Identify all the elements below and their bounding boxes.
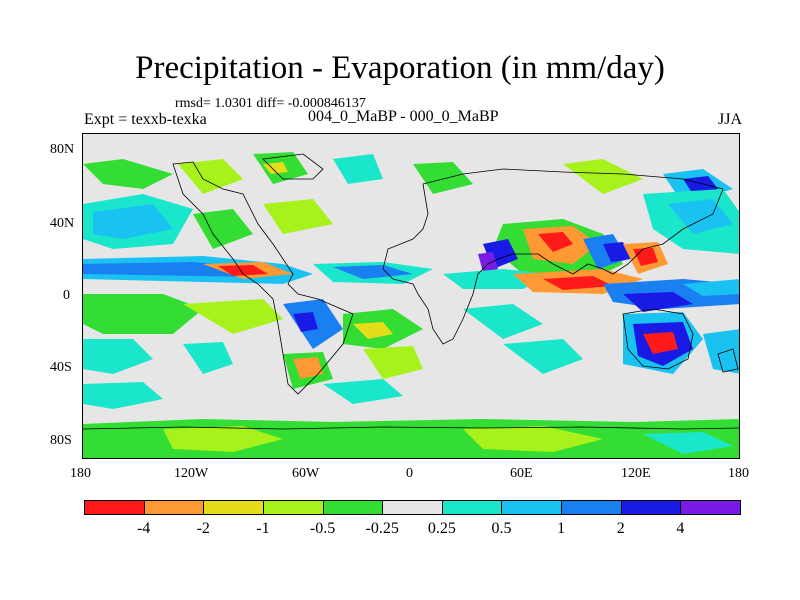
colorbar-label: 0.25 bbox=[427, 520, 456, 537]
colorbar-swatch bbox=[620, 500, 682, 515]
colorbar-swatch bbox=[680, 500, 741, 515]
colorbar-swatch bbox=[262, 500, 324, 515]
experiment-label: Expt = texxb-texka bbox=[84, 111, 207, 128]
colorbar-swatch bbox=[501, 500, 563, 515]
map-title: Precipitation - Evaporation (in mm/day) bbox=[135, 50, 665, 86]
x-label-180e: 180 bbox=[728, 466, 749, 481]
field-patches bbox=[83, 152, 739, 458]
colorbar-label: 4 bbox=[676, 520, 685, 537]
precip-evap-map bbox=[83, 134, 739, 458]
colorbar-swatch bbox=[322, 500, 384, 515]
colorbar-swatch bbox=[84, 500, 145, 515]
colorbar-label: -0.5 bbox=[309, 520, 336, 537]
colorbar bbox=[84, 500, 741, 516]
colorbar-label: 0.5 bbox=[491, 520, 512, 537]
x-label-60e: 60E bbox=[510, 466, 533, 481]
y-label-40s: 40S bbox=[50, 360, 72, 375]
colorbar-label: -0.25 bbox=[365, 520, 399, 537]
colorbar-label: -4 bbox=[136, 520, 151, 537]
colorbar-swatch bbox=[203, 500, 264, 515]
y-label-40n: 40N bbox=[50, 216, 75, 231]
coastlines bbox=[83, 153, 739, 430]
x-label-60w: 60W bbox=[292, 466, 320, 481]
colorbar-label: 2 bbox=[616, 520, 625, 537]
x-label-120w: 120W bbox=[174, 466, 209, 481]
season-label: JJA bbox=[717, 111, 742, 128]
x-label-0: 0 bbox=[406, 466, 413, 481]
comparison-label: 004_0_MaBP - 000_0_MaBP bbox=[308, 108, 499, 125]
x-label-180w: 180 bbox=[70, 466, 91, 481]
colorbar-swatch bbox=[561, 500, 622, 515]
colorbar-swatch bbox=[143, 500, 205, 515]
y-label-80s: 80S bbox=[50, 433, 72, 448]
y-label-80n: 80N bbox=[50, 142, 75, 157]
y-label-0: 0 bbox=[63, 288, 70, 303]
colorbar-label: 1 bbox=[557, 520, 566, 537]
stats-text: rmsd= 1.0301 diff= -0.000846137 bbox=[175, 96, 366, 111]
colorbar-swatch bbox=[382, 500, 443, 515]
map-panel bbox=[82, 133, 740, 459]
colorbar-label: -1 bbox=[256, 520, 270, 537]
colorbar-label: -2 bbox=[196, 520, 210, 537]
colorbar-swatch bbox=[441, 500, 503, 515]
x-label-120e: 120E bbox=[621, 466, 651, 481]
